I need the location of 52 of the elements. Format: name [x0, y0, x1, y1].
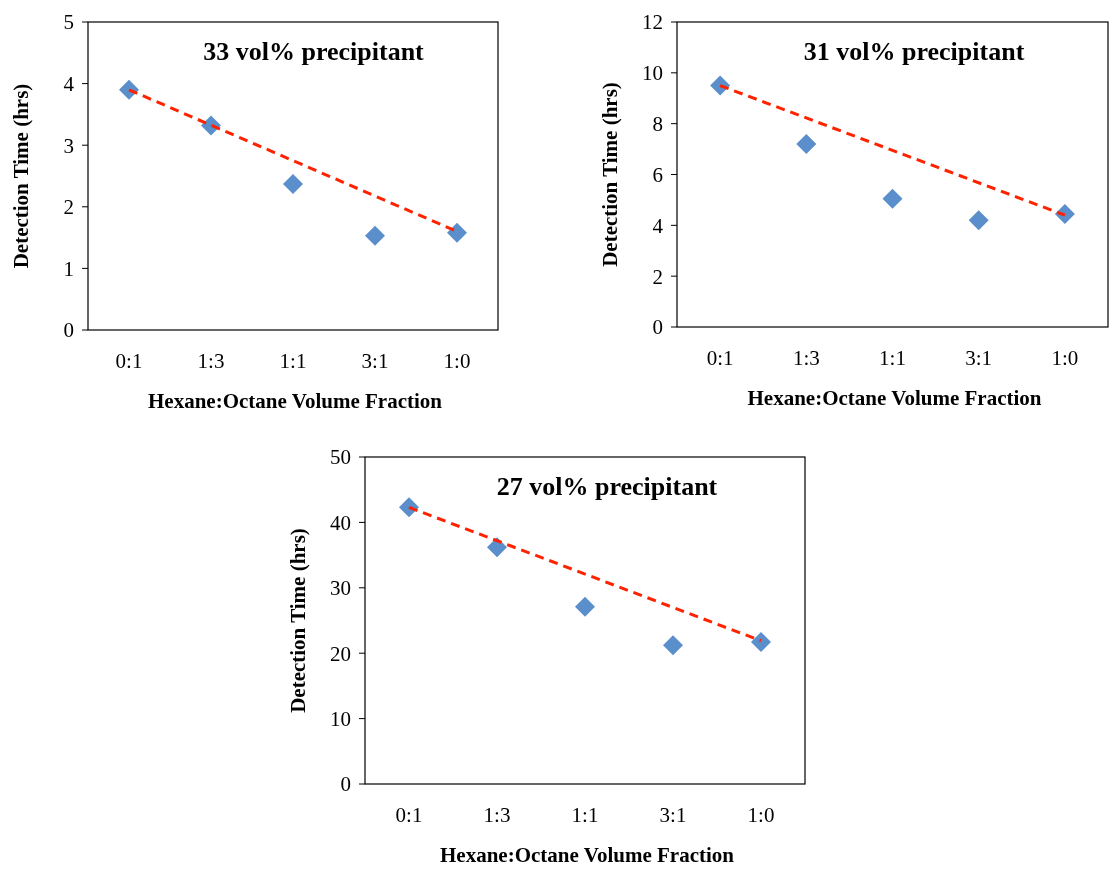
- point: [365, 225, 385, 246]
- y-axis-title: Detection Time (hrs): [9, 83, 33, 269]
- x-tick-label: 1:0: [1051, 346, 1079, 370]
- y-axis-title: Detection Time (hrs): [286, 528, 310, 713]
- x-tick-label: 1:0: [443, 349, 471, 373]
- x-tick-label: 1:1: [571, 803, 599, 827]
- y-tick-label: 20: [330, 641, 351, 666]
- y-tick-label: 2: [652, 264, 663, 289]
- text: 33 vol% precipitant: [203, 37, 425, 66]
- y-tick-label: 6: [652, 162, 663, 187]
- x-tick-label: 0:1: [115, 349, 143, 373]
- x-axis-title: Hexane:Octane Volume Fraction: [747, 386, 1042, 410]
- point: [751, 632, 771, 653]
- y-tick-label: 0: [652, 315, 663, 340]
- y-tick-label: 40: [330, 510, 351, 535]
- y-axis-title: Detection Time (hrs): [598, 82, 622, 267]
- y-tick-label: 0: [63, 318, 74, 343]
- x-tick-label: 1:3: [483, 803, 511, 827]
- y-tick-label: 3: [63, 133, 74, 158]
- y-tick-label: 30: [330, 576, 351, 601]
- point: [447, 222, 467, 243]
- x-axis-title: Hexane:Octane Volume Fraction: [148, 389, 443, 413]
- x-tick-label: 3:1: [361, 349, 389, 373]
- x-tick-label: 3:1: [659, 803, 687, 827]
- point: [663, 635, 683, 656]
- x-tick-label: 0:1: [395, 803, 423, 827]
- y-tick-label: 2: [63, 195, 74, 220]
- point: [575, 596, 595, 617]
- x-tick-label: 1:3: [792, 346, 820, 370]
- point: [882, 188, 903, 209]
- x-tick-label: 1:0: [747, 803, 775, 827]
- point: [968, 210, 989, 231]
- y-tick-label: 10: [330, 706, 351, 731]
- y-tick-label: 10: [642, 61, 663, 86]
- point: [283, 174, 303, 195]
- x-tick-label: 0:1: [706, 346, 734, 370]
- y-tick-label: 50: [330, 445, 351, 470]
- y-tick-label: 4: [652, 213, 664, 238]
- y-tick-label: 5: [63, 10, 74, 35]
- y-tick-label: 8: [652, 112, 663, 137]
- y-tick-label: 0: [340, 772, 351, 797]
- x-axis-title: Hexane:Octane Volume Fraction: [440, 843, 735, 867]
- x-tick-label: 3:1: [965, 346, 993, 370]
- y-tick-label: 4: [63, 71, 75, 96]
- x-tick-label: 1:1: [279, 349, 307, 373]
- point: [796, 134, 817, 154]
- y-tick-label: 1: [63, 256, 74, 281]
- x-tick-label: 1:1: [879, 346, 906, 370]
- text: 31 vol% precipitant: [803, 37, 1025, 66]
- y-tick-label: 12: [642, 10, 663, 35]
- x-tick-label: 1:3: [197, 349, 225, 373]
- text: 27 vol% precipitant: [496, 472, 718, 501]
